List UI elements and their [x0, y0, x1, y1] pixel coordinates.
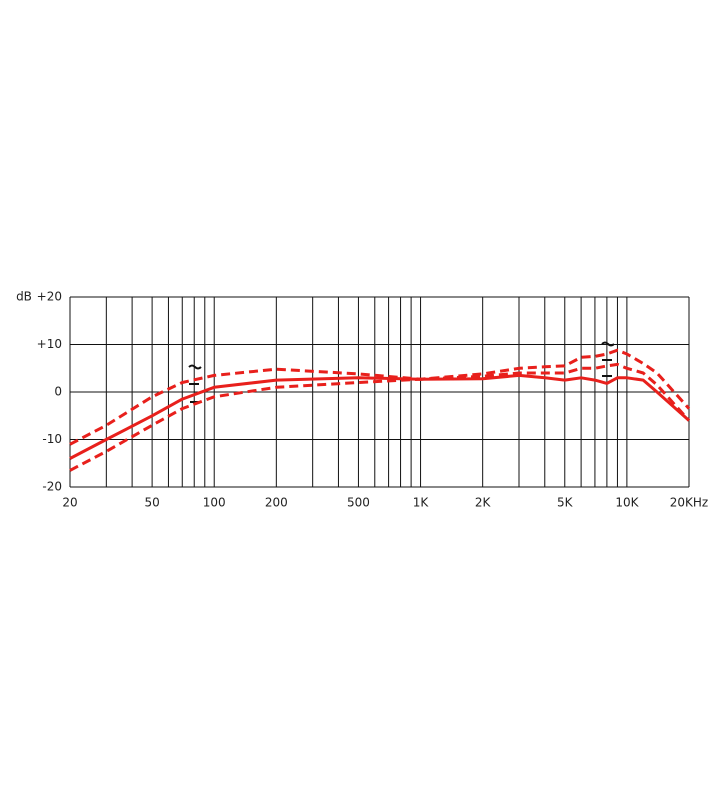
x-tick-label: 1K	[413, 496, 430, 510]
y-tick-label: 0	[54, 385, 62, 399]
y-tick-label: -10	[42, 432, 62, 446]
y-tick-label: +10	[37, 337, 62, 351]
series-line	[69, 373, 690, 460]
x-tick-label: 500	[347, 496, 370, 510]
symbol	[188, 364, 202, 370]
x-tick-label: 20KHz	[670, 496, 708, 510]
series-line	[69, 348, 691, 446]
y-tick-label: -20	[42, 480, 62, 494]
x-tick-label: 5K	[557, 496, 574, 510]
x-tick-label: 200	[265, 496, 288, 510]
y-tick-label: +20	[37, 290, 62, 304]
y-axis-label: dB	[16, 290, 32, 304]
x-tick-label: 10K	[615, 496, 639, 510]
series-line	[69, 362, 691, 472]
x-tick-label: 20	[62, 496, 77, 510]
x-tick-label: 100	[203, 496, 226, 510]
x-tick-label: 2K	[475, 496, 492, 510]
x-tick-label: 50	[144, 496, 159, 510]
